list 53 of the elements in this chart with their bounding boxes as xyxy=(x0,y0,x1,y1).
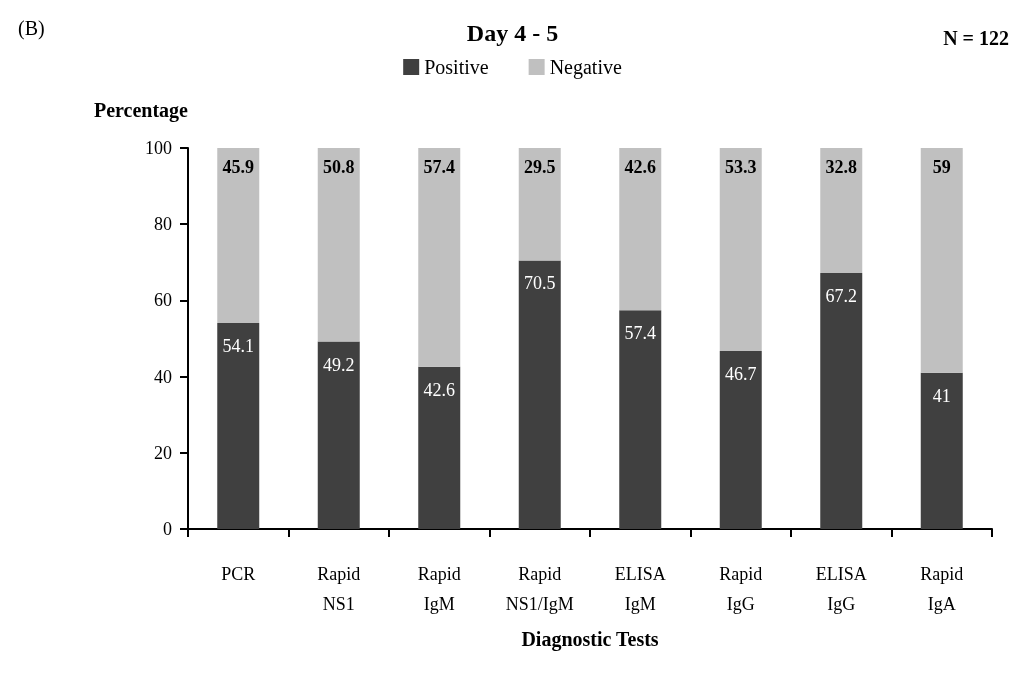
x-tick-label: Rapid NS1 xyxy=(317,564,361,614)
data-label: 53.3 xyxy=(725,157,757,177)
x-tick-label: PCR xyxy=(221,564,256,584)
data-label: 50.8 xyxy=(323,157,355,177)
bar xyxy=(518,260,561,529)
y-tick-label: 80 xyxy=(154,214,172,235)
data-label: 46.7 xyxy=(725,364,757,385)
data-label: 54.1 xyxy=(222,335,254,356)
x-tick-label: Rapid IgM xyxy=(417,564,461,614)
x-tick-label: Rapid IgG xyxy=(719,564,763,614)
legend-label: Negative xyxy=(549,56,622,79)
y-tick-label: 0 xyxy=(163,519,172,539)
bar xyxy=(317,148,360,342)
bar xyxy=(619,148,662,311)
x-tick-label: ELISA IgM xyxy=(614,564,666,614)
text: (B) xyxy=(18,17,45,40)
bar xyxy=(217,322,260,529)
data-label: 57.4 xyxy=(624,323,656,344)
legend-label: Positive xyxy=(424,56,489,78)
y-tick-label: 40 xyxy=(154,366,172,387)
text: N = 122 xyxy=(943,27,1009,49)
x-axis-title: Diagnostic Tests xyxy=(521,628,659,651)
bar xyxy=(820,272,863,529)
bar xyxy=(317,341,360,529)
data-label: 70.5 xyxy=(524,273,556,294)
data-label: 57.4 xyxy=(423,157,455,177)
y-axis-title: Percentage xyxy=(93,99,189,122)
y-tick-label: 20 xyxy=(154,442,172,463)
data-label: 42.6 xyxy=(624,157,656,177)
data-label: 67.2 xyxy=(825,285,857,306)
y-tick-label: 100 xyxy=(145,138,172,158)
bar xyxy=(518,148,561,261)
bar xyxy=(719,148,762,352)
bar xyxy=(820,148,863,273)
bar xyxy=(418,148,461,367)
x-tick-label: Rapid NS1/IgM xyxy=(505,564,574,614)
y-tick-label: 60 xyxy=(154,290,172,311)
x-tick-label: ELISA IgG xyxy=(815,564,867,614)
bar xyxy=(619,310,662,529)
x-tick-label: Rapid IgA xyxy=(920,564,964,614)
data-label: 49.2 xyxy=(323,354,355,375)
data-label: 29.5 xyxy=(524,157,556,177)
bar xyxy=(719,351,762,529)
chart-title: Day 4 - 5 xyxy=(466,20,559,46)
data-label: 42.6 xyxy=(423,379,455,400)
data-label: 32.8 xyxy=(825,157,857,177)
bar xyxy=(418,366,461,529)
bar xyxy=(217,148,260,323)
data-label: 45.9 xyxy=(222,157,254,177)
data-label: 59 xyxy=(932,157,951,177)
bar xyxy=(920,148,963,373)
data-label: 41 xyxy=(932,385,951,406)
bar xyxy=(920,372,963,529)
